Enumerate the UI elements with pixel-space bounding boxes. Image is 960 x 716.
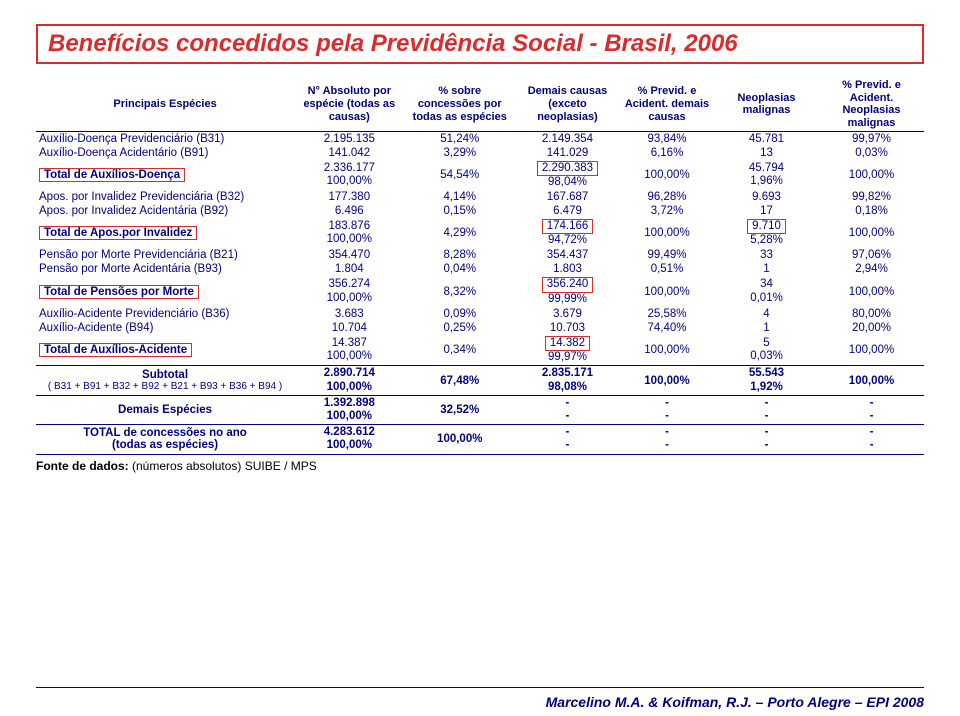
table-row: Auxílio-Doença Acidentário (B91) 141.042… [36,146,924,160]
footer-rule [36,687,924,688]
demais-row: Demais Espécies 1.392.898100,00%32,52% -… [36,395,924,424]
table-row: Pensão por Morte Acidentária (B93) 1.804… [36,262,924,276]
col-demais: Demais causas (exceto neoplasias) [515,78,620,131]
title-box: Benefícios concedidos pela Previdência S… [36,24,924,64]
data-source: Fonte de dados: (números absolutos) SUIB… [36,459,924,473]
col-neoplasias: Neoplasias malignas [714,78,819,131]
table-row: Total de Auxílios-Doença 2.336.177100,00… [36,160,924,190]
total-row: TOTAL de concessões no ano(todas as espé… [36,425,924,454]
footer-credit: Marcelino M.A. & Koifman, R.J. – Porto A… [546,694,924,710]
col-absoluto: N° Absoluto por espécie (todas as causas… [294,78,404,131]
table-row: Apos. por Invalidez Acidentária (B92) 6.… [36,204,924,218]
col-especies: Principais Espécies [36,78,294,131]
table-row: Apos. por Invalidez Previdenciária (B32)… [36,190,924,204]
col-pct-concessoes: % sobre concessões por todas as espécies [405,78,515,131]
table-row: Total de Apos.por Invalidez 183.876100,0… [36,218,924,248]
benefits-table: Principais Espécies N° Absoluto por espé… [36,78,924,455]
table-row: Total de Auxílios-Acidente 14.387100,00%… [36,335,924,366]
col-pct-demais: % Previd. e Acident. demais causas [620,78,714,131]
table-row: Auxílio-Doença Previdenciário (B31) 2.19… [36,131,924,146]
table-row: Auxílio-Acidente (B94) 10.7040,25%10.703… [36,321,924,335]
table-row: Auxílio-Acidente Previdenciário (B36) 3.… [36,307,924,321]
table-row: Total de Pensões por Morte 356.274100,00… [36,276,924,306]
subtotal-row: Subtotal( B31 + B91 + B32 + B92 + B21 + … [36,366,924,395]
col-pct-neoplasias: % Previd. e Acident. Neoplasias malignas [819,78,924,131]
table-row: Pensão por Morte Previdenciária (B21) 35… [36,248,924,262]
slide-title: Benefícios concedidos pela Previdência S… [48,30,738,57]
